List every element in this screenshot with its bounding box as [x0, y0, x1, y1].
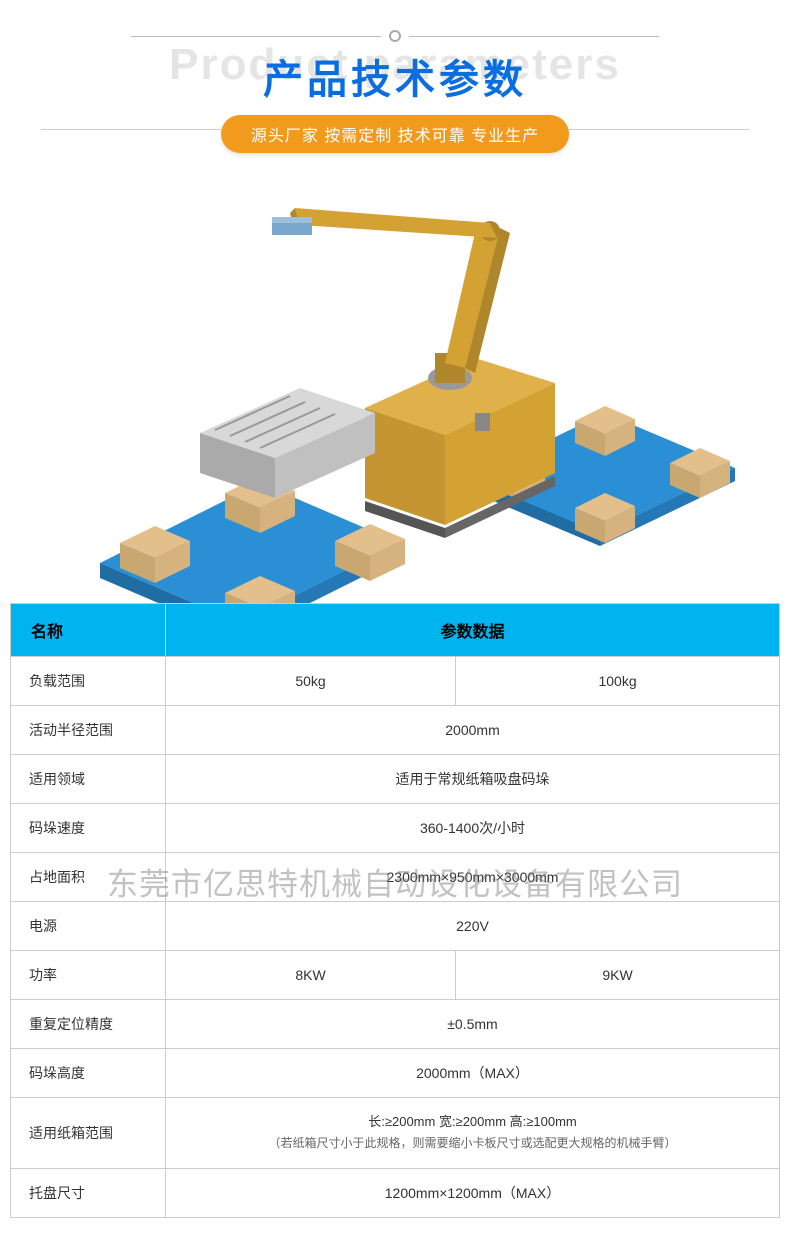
table-row: 功率8KW9KW: [11, 951, 780, 1000]
subtitle-line-right: [569, 129, 749, 130]
row-label: 功率: [11, 951, 166, 1000]
table-row: 重复定位精度±0.5mm: [11, 1000, 780, 1049]
col-header-data: 参数数据: [166, 604, 780, 657]
row-label: 占地面积: [11, 853, 166, 902]
row-value: 2300mm×950mm×3000mm: [166, 853, 780, 902]
table-row: 码垛高度2000mm（MAX）: [11, 1049, 780, 1098]
pallet-left-icon: [100, 476, 405, 603]
divider-left: [131, 36, 381, 37]
header-section: Product parameters 产品技术参数 源头厂家 按需定制 技术可靠…: [0, 0, 790, 173]
col-header-name: 名称: [11, 604, 166, 657]
row-value: 2000mm（MAX）: [166, 1049, 780, 1098]
page-title: 产品技术参数: [0, 47, 790, 105]
table-row: 适用领域适用于常规纸箱吸盘码垛: [11, 755, 780, 804]
table-row: 活动半径范围2000mm: [11, 706, 780, 755]
conveyor-icon: [200, 388, 375, 498]
row-label: 适用领域: [11, 755, 166, 804]
table-row: 电源220V: [11, 902, 780, 951]
table-row: 托盘尺寸1200mm×1200mm（MAX）: [11, 1168, 780, 1217]
row-value: 长:≥200mm 宽:≥200mm 高:≥100mm（若纸箱尺寸小于此规格，则需…: [166, 1098, 780, 1169]
row-value: 适用于常规纸箱吸盘码垛: [166, 755, 780, 804]
row-label: 重复定位精度: [11, 1000, 166, 1049]
row-label: 码垛高度: [11, 1049, 166, 1098]
subtitle-badge: 源头厂家 按需定制 技术可靠 专业生产: [221, 115, 569, 153]
row-label: 码垛速度: [11, 804, 166, 853]
subtitle-line-left: [41, 129, 221, 130]
table-header-row: 名称 参数数据: [11, 604, 780, 657]
row-value-1: 8KW: [166, 951, 456, 1000]
row-value: 1200mm×1200mm（MAX）: [166, 1168, 780, 1217]
row-value-2: 100kg: [456, 657, 780, 706]
robot-arm-icon: [272, 208, 510, 390]
row-value: 220V: [166, 902, 780, 951]
row-value-2: 9KW: [456, 951, 780, 1000]
row-label: 托盘尺寸: [11, 1168, 166, 1217]
table-row: 负载范围50kg100kg: [11, 657, 780, 706]
table-row: 码垛速度360-1400次/小时: [11, 804, 780, 853]
row-value: ±0.5mm: [166, 1000, 780, 1049]
row-label: 电源: [11, 902, 166, 951]
product-image: [0, 173, 790, 603]
row-value: 2000mm: [166, 706, 780, 755]
subtitle-row: 源头厂家 按需定制 技术可靠 专业生产: [0, 105, 790, 153]
row-label: 负载范围: [11, 657, 166, 706]
table-row: 适用纸箱范围长:≥200mm 宽:≥200mm 高:≥100mm（若纸箱尺寸小于…: [11, 1098, 780, 1169]
table-row: 占地面积2300mm×950mm×3000mm: [11, 853, 780, 902]
row-value: 360-1400次/小时: [166, 804, 780, 853]
row-label: 适用纸箱范围: [11, 1098, 166, 1169]
row-value-1: 50kg: [166, 657, 456, 706]
divider-right: [409, 36, 659, 37]
spec-table: 名称 参数数据 负载范围50kg100kg活动半径范围2000mm适用领域适用于…: [10, 603, 780, 1218]
row-label: 活动半径范围: [11, 706, 166, 755]
